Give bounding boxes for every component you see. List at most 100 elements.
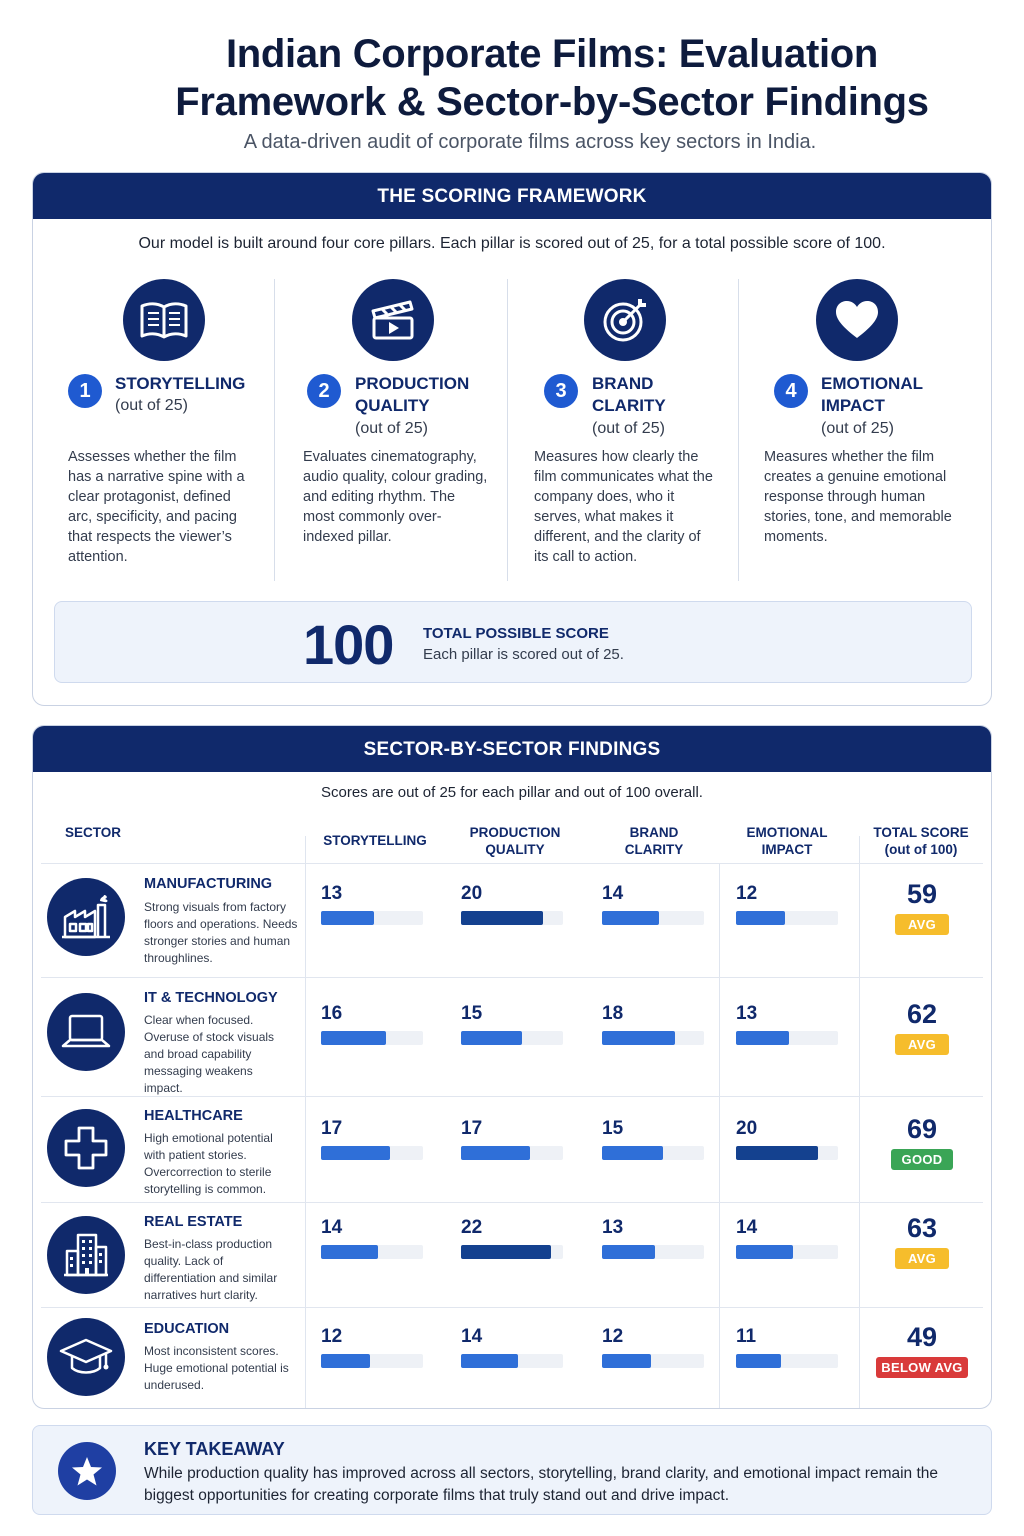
takeaway-title: KEY TAKEAWAY [144,1439,285,1459]
score-bar-track [736,1146,838,1160]
score-storytelling: 12 [321,1326,343,1347]
score-bar-fill [321,1245,378,1259]
pillar-emotional-impact: 4 EMOTIONAL IMPACT (out of 25) Measures … [739,279,991,581]
column-header-line: BRAND [629,825,679,840]
column-divider [305,836,306,1408]
score-bar-fill [321,1031,386,1045]
score-brand-clarity: 14 [602,883,624,904]
score-bar-fill [461,1146,530,1160]
score-storytelling: 14 [321,1217,343,1238]
factory-icon [47,878,125,956]
pillar-max-score: (out of 25) [115,397,188,414]
score-bar-fill [736,1245,793,1259]
column-header-production-quality: PRODUCTION QUALITY [447,824,583,858]
scoring-framework-panel: THE SCORING FRAMEWORK Our model is built… [32,172,992,706]
page-subtitle: A data-driven audit of corporate films a… [243,131,817,153]
building-icon [47,1216,125,1294]
score-bar-fill [461,911,543,925]
pillar-brand-clarity: 3 BRAND CLARITY (out of 25) Measures how… [508,279,738,581]
laptop-icon [47,993,125,1071]
status-badge: GOOD [891,1149,953,1170]
score-brand-clarity: 12 [602,1326,624,1347]
total-score: 69 [906,1114,938,1144]
column-divider [859,836,860,1408]
score-bar-track [461,1031,563,1045]
sector-name: REAL ESTATE [144,1214,243,1230]
score-bar-fill [321,911,374,925]
column-header-line: IMPACT [761,842,813,857]
score-production-quality: 22 [461,1217,483,1238]
column-header-total-score: TOTAL SCORE (out of 100) [859,824,983,858]
score-brand-clarity: 18 [602,1003,624,1024]
sector-description: Best-in-class production quality. Lack o… [144,1237,278,1302]
column-header-line: QUALITY [485,842,545,857]
score-bar-track [602,1245,704,1259]
column-header-brand-clarity: BRAND CLARITY [589,824,719,858]
pillar-name-line: CLARITY [592,396,666,415]
pillar-storytelling: 1 STORYTELLING (out of 25) Assesses whet… [33,279,273,581]
sector-name: HEALTHCARE [144,1108,243,1124]
score-bar-track [736,1245,838,1259]
score-bar-track [321,1245,423,1259]
status-badge: BELOW AVG [876,1357,968,1378]
score-bar-track [321,911,423,925]
column-header-line: EMOTIONAL [746,825,828,840]
pillar-divider [738,279,739,581]
score-bar-track [321,1354,423,1368]
total-score: 63 [906,1213,938,1243]
status-badge: AVG [895,1248,949,1269]
sector-description: Clear when focused. Overuse of stock vis… [144,1013,275,1095]
framework-intro: Our model is built around four core pill… [138,235,886,252]
pillar-description: Measures whether the film creates a genu… [764,449,952,545]
score-bar-track [461,1146,563,1160]
pillars: 1 STORYTELLING (out of 25) Assesses whet… [33,279,991,581]
heart-icon [816,279,898,361]
score-bar-track [321,1146,423,1160]
total-score: 59 [906,879,938,909]
score-bar-track [602,1146,704,1160]
table-row: HEALTHCARE High emotional potential with… [41,1096,983,1202]
score-production-quality: 20 [461,883,483,904]
pillar-name-line: EMOTIONAL [821,374,923,393]
score-bar-track [461,1245,563,1259]
score-bar-track [602,1031,704,1045]
total-score-label: TOTAL POSSIBLE SCORE [423,625,609,642]
score-bar-fill [321,1354,370,1368]
score-bar-fill [602,1146,663,1160]
score-bar-track [736,1354,838,1368]
clapperboard-icon [352,279,434,361]
score-bar-fill [602,1245,655,1259]
score-bar-fill [321,1146,390,1160]
score-bar-fill [602,1354,651,1368]
sector-name: EDUCATION [144,1321,230,1337]
sector-name: MANUFACTURING [144,876,273,892]
pillar-name-line: QUALITY [355,396,430,415]
pillar-number: 4 [774,374,808,408]
table-row: IT & TECHNOLOGY Clear when focused. Over… [41,977,983,1096]
pillar-production-quality: 2 PRODUCTION QUALITY (out of 25) Evaluat… [275,279,507,581]
total-score-note: Each pillar is scored out of 25. [423,646,624,663]
table-row: REAL ESTATE Best-in-class production qua… [41,1202,983,1307]
score-bar-fill [736,911,785,925]
pillar-max-score: (out of 25) [355,420,428,437]
score-bar-fill [461,1354,518,1368]
score-bar-track [461,911,563,925]
status-badge: AVG [895,1034,949,1055]
pillar-divider [274,279,275,581]
pillar-divider [507,279,508,581]
score-bar-track [736,911,838,925]
score-bar-track [461,1354,563,1368]
score-brand-clarity: 13 [602,1217,624,1238]
table-row: MANUFACTURING Strong visuals from factor… [41,863,983,977]
score-production-quality: 15 [461,1003,483,1024]
key-takeaway-box: KEY TAKEAWAY While production quality ha… [32,1425,992,1515]
score-emotional-impact: 14 [736,1217,758,1238]
score-brand-clarity: 15 [602,1118,624,1139]
pillar-description: Assesses whether the film has a narrativ… [68,449,245,565]
page-title-text: Indian Corporate Films: Evaluation Frame… [175,32,929,124]
sector-name: IT & TECHNOLOGY [144,990,278,1006]
score-bar-fill [736,1146,818,1160]
pillar-name-line: IMPACT [821,396,885,415]
star-icon [58,1442,116,1500]
score-production-quality: 14 [461,1326,483,1347]
